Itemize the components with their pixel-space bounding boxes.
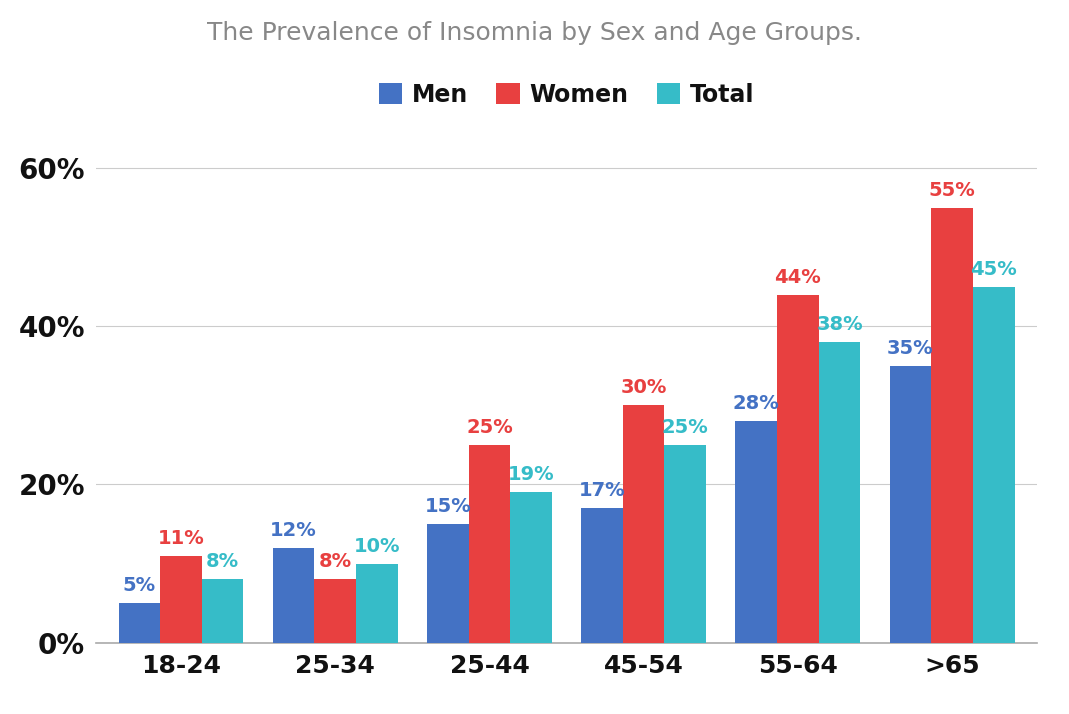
Bar [314,579,356,643]
Bar [160,555,202,643]
Text: 38%: 38% [817,315,863,334]
Bar [889,366,931,643]
Text: 8%: 8% [319,553,352,571]
Bar [777,295,819,643]
Bar [735,421,777,643]
Text: 5%: 5% [123,576,156,595]
Text: 25%: 25% [662,418,709,437]
Text: 15%: 15% [424,497,471,516]
Bar [119,603,160,643]
Text: 19%: 19% [508,466,555,484]
Text: 25%: 25% [466,418,513,437]
Bar [973,287,1014,643]
Text: 44%: 44% [775,268,821,287]
Bar [623,406,665,643]
Bar [273,548,314,643]
Bar [931,208,973,643]
Text: 28%: 28% [733,394,779,413]
Text: 17%: 17% [578,481,625,501]
Bar [202,579,244,643]
Bar [356,563,398,643]
Text: 35%: 35% [887,339,934,358]
Text: 12%: 12% [270,521,317,540]
Bar [665,445,707,643]
Text: 30%: 30% [620,378,667,398]
Text: 10%: 10% [354,537,400,555]
Bar [510,493,552,643]
Text: 8%: 8% [206,553,239,571]
Text: 11%: 11% [157,528,204,548]
Bar [582,508,623,643]
Text: The Prevalence of Insomnia by Sex and Age Groups.: The Prevalence of Insomnia by Sex and Ag… [207,21,862,46]
Text: 55%: 55% [929,181,976,200]
Legend: Men, Women, Total: Men, Women, Total [369,74,764,116]
Bar [468,445,510,643]
Bar [819,342,861,643]
Bar [427,524,468,643]
Text: 45%: 45% [971,260,1017,278]
